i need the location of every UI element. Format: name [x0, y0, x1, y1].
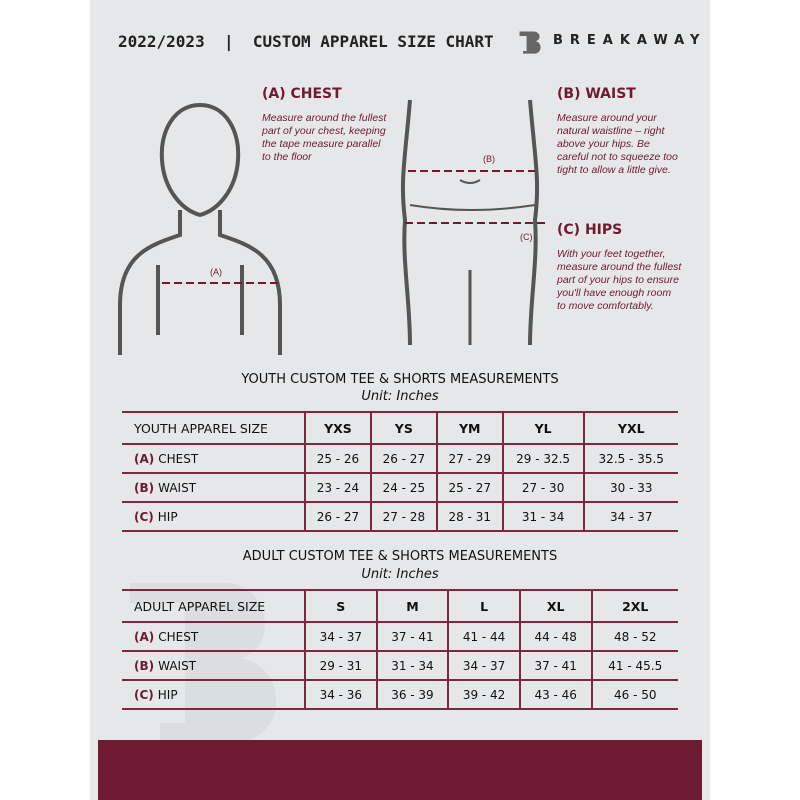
measure-name: CHEST: [158, 629, 199, 644]
hips-marker: (C): [520, 232, 533, 242]
table-cell: 48 - 52: [590, 621, 678, 652]
header-cell: S: [304, 589, 377, 623]
table-cell: 34 - 37: [447, 650, 520, 681]
breakaway-logo: [519, 31, 541, 54]
measure-code: (A): [134, 629, 155, 644]
measure-label: (B) WAIST: [122, 650, 305, 681]
brand-name: BREAKAWAY: [553, 33, 707, 48]
measure-label: (A) CHEST: [122, 443, 305, 474]
waist-heading: (B) WAIST: [557, 86, 636, 102]
table-cell: 31 - 34: [375, 650, 449, 681]
waist-marker: (B): [483, 154, 495, 164]
table-cell: 34 - 37: [582, 501, 678, 532]
table-cell: 27 - 29: [435, 443, 503, 474]
measure-name: WAIST: [158, 480, 197, 495]
table-cell: 37 - 41: [518, 650, 592, 681]
header-cell: M: [375, 589, 449, 623]
footer-band: [98, 740, 702, 800]
measure-code: (B): [134, 480, 155, 495]
measure-name: HIP: [157, 687, 178, 702]
youth-table-title: YOUTH CUSTOM TEE & SHORTS MEASUREMENTS: [241, 372, 559, 387]
table-row: (A) CHEST 34 - 37 37 - 41 41 - 44 44 - 48 48 -…: [122, 621, 678, 652]
table-cell: 27 - 30: [501, 472, 584, 503]
table-cell: 37 - 41: [375, 621, 449, 652]
page-title: 2022/2023 | CUSTOM APPAREL SIZE CHART: [118, 32, 494, 51]
header-cell: 2XL: [590, 589, 678, 623]
table-cell: 46 - 50: [590, 679, 678, 710]
body-illustrations: [118, 99, 545, 355]
table-cell: 27 - 28: [369, 501, 437, 532]
adult-unit: Unit: Inches: [361, 567, 439, 582]
chest-marker: (A): [210, 267, 222, 277]
table-cell: 25 - 26: [304, 443, 371, 474]
table-row: (A) CHEST 25 - 26 26 - 27 27 - 29 29 - 32.5 32…: [122, 443, 678, 474]
youth-size-table: YOUTH APPAREL SIZE YXS YS YM YL YXL (A) CHEST 25…: [122, 411, 678, 532]
header-cell: YL: [501, 411, 584, 445]
measure-code: (C): [134, 687, 154, 702]
table-cell: 25 - 27: [435, 472, 503, 503]
measure-name: CHEST: [158, 451, 199, 466]
header-cell: YXS: [304, 411, 371, 445]
measure-code: (A): [134, 451, 155, 466]
youth-unit: Unit: Inches: [361, 389, 439, 404]
measure-label: (C) HIP: [122, 501, 305, 532]
adult-size-table: ADULT APPAREL SIZE S M L XL 2XL (A) CHEST 34 - 3…: [122, 589, 678, 710]
measure-label: (C) HIP: [122, 679, 305, 710]
table-cell: 23 - 24: [304, 472, 371, 503]
table-cell: 29 - 32.5: [501, 443, 584, 474]
header-cell: L: [447, 589, 520, 623]
table-cell: 34 - 36: [304, 679, 377, 710]
table-cell: 31 - 34: [501, 501, 584, 532]
table-cell: 41 - 44: [447, 621, 520, 652]
header-cell: ADULT APPAREL SIZE: [122, 589, 305, 623]
hips-description: With your feet together, measure around …: [557, 248, 682, 312]
table-cell: 30 - 33: [582, 472, 678, 503]
measure-name: HIP: [157, 509, 178, 524]
table-cell: 39 - 42: [447, 679, 520, 710]
measure-name: WAIST: [158, 658, 197, 673]
table-row: (C) HIP 26 - 27 27 - 28 28 - 31 31 - 34 34 - 3…: [122, 501, 678, 532]
hips-heading: (C) HIPS: [557, 222, 623, 238]
table-cell: 24 - 25: [369, 472, 437, 503]
waist-description: Measure around your natural waistline – …: [557, 112, 678, 176]
table-cell: 28 - 31: [435, 501, 503, 532]
table-cell: 36 - 39: [375, 679, 449, 710]
adult-table-title: ADULT CUSTOM TEE & SHORTS MEASUREMENTS: [242, 549, 558, 564]
header-cell: YM: [435, 411, 503, 445]
table-row: (B) WAIST 29 - 31 31 - 34 34 - 37 37 - 41 41 -…: [122, 650, 678, 681]
table-cell: 32.5 - 35.5: [582, 443, 678, 474]
table-cell: 43 - 46: [518, 679, 592, 710]
table-cell: 26 - 27: [369, 443, 437, 474]
table-row: (C) HIP 34 - 36 36 - 39 39 - 42 43 - 46 46 - 5…: [122, 679, 678, 710]
header-cell: YXL: [582, 411, 678, 445]
header-cell: YOUTH APPAREL SIZE: [122, 411, 305, 445]
table-cell: 34 - 37: [304, 621, 377, 652]
measure-label: (A) CHEST: [122, 621, 305, 652]
header-cell: XL: [518, 589, 592, 623]
table-cell: 29 - 31: [304, 650, 377, 681]
table-header-row: ADULT APPAREL SIZE S M L XL 2XL: [122, 589, 678, 623]
table-row: (B) WAIST 23 - 24 24 - 25 25 - 27 27 - 30 30 -…: [122, 472, 678, 503]
table-header-row: YOUTH APPAREL SIZE YXS YS YM YL YXL: [122, 411, 678, 445]
header-cell: YS: [369, 411, 437, 445]
measure-label: (B) WAIST: [122, 472, 305, 503]
table-cell: 41 - 45.5: [590, 650, 678, 681]
table-cell: 44 - 48: [518, 621, 592, 652]
chest-description: Measure around the fullest part of your …: [262, 112, 387, 163]
measure-code: (C): [134, 509, 154, 524]
measure-code: (B): [134, 658, 155, 673]
chest-heading: (A) CHEST: [262, 86, 342, 102]
table-cell: 26 - 27: [304, 501, 371, 532]
